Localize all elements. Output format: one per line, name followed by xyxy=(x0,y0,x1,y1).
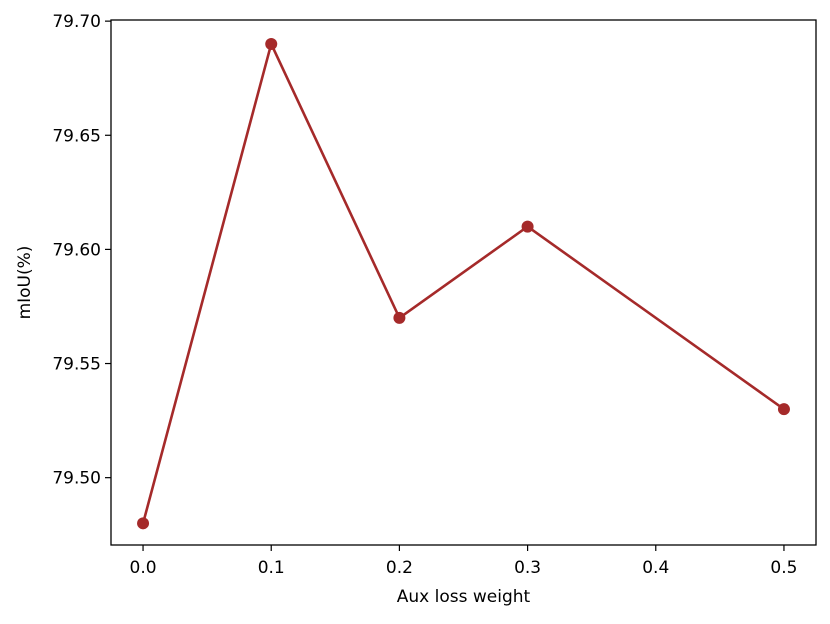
x-tick-label: 0.0 xyxy=(130,558,157,578)
y-tick-label: 79.55 xyxy=(52,355,101,375)
x-axis-label: Aux loss weight xyxy=(397,587,531,607)
y-axis-ticks: 79.50 79.55 79.60 79.65 79.70 xyxy=(52,12,111,489)
y-tick-label: 79.50 xyxy=(52,469,101,489)
y-tick-label: 79.70 xyxy=(52,12,101,32)
data-point xyxy=(393,311,406,324)
series-layer xyxy=(137,37,790,530)
x-tick-label: 0.2 xyxy=(386,558,413,578)
data-point xyxy=(265,37,278,50)
y-tick-label: 79.60 xyxy=(52,240,101,260)
x-tick-label: 0.1 xyxy=(258,558,285,578)
y-axis-label: mIoU(%) xyxy=(15,246,35,320)
data-point xyxy=(777,403,790,416)
x-tick-label: 0.4 xyxy=(642,558,669,578)
x-axis-ticks: 0.0 0.1 0.2 0.3 0.4 0.5 xyxy=(130,545,797,578)
x-tick-label: 0.3 xyxy=(514,558,541,578)
data-point xyxy=(137,517,150,530)
x-tick-label: 0.5 xyxy=(770,558,797,578)
data-point xyxy=(521,220,534,233)
y-tick-label: 79.65 xyxy=(52,126,101,146)
plot-frame xyxy=(110,19,817,546)
